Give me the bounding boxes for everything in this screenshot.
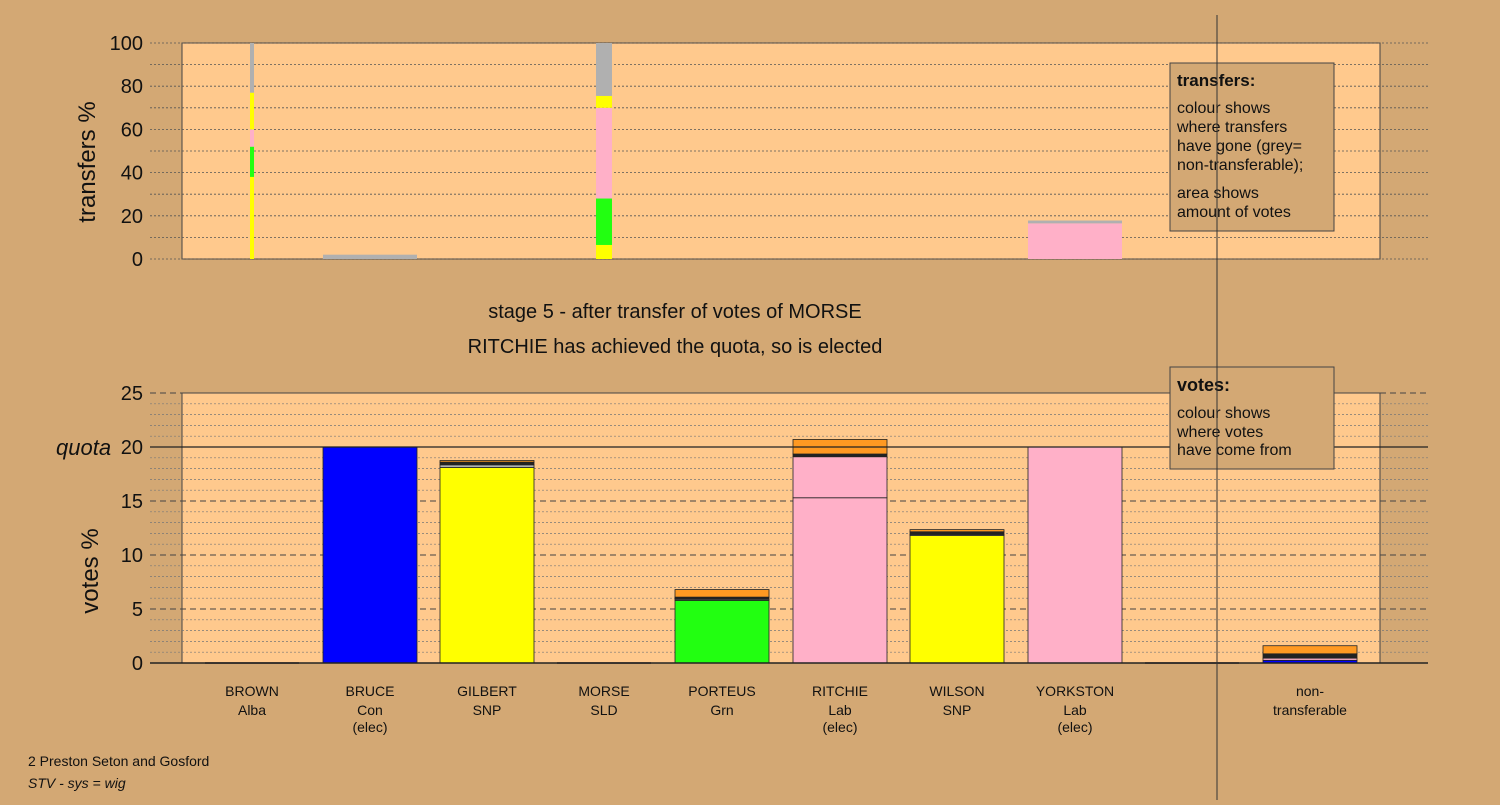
transfers-y-tick-label: 60 xyxy=(121,119,143,141)
votes-bar-segment xyxy=(322,446,418,664)
candidate-name-label: MORSE xyxy=(578,683,629,699)
candidate-name-label: GILBERT xyxy=(457,683,517,699)
votes-bar-segment xyxy=(674,599,770,664)
votes-bar-segment xyxy=(792,453,888,458)
quota-label: quota xyxy=(56,435,111,460)
transfers-bar-segment xyxy=(596,244,612,259)
transfers-bar-segment xyxy=(1028,223,1122,259)
stage-title-line1: stage 5 - after transfer of votes of MOR… xyxy=(488,301,862,323)
candidate-name-label: BROWN xyxy=(225,683,279,699)
transfers-bar-segment xyxy=(596,198,612,245)
votes-y-tick-label: 10 xyxy=(121,545,143,567)
transfers-bar-segment xyxy=(596,43,612,96)
votes-bar-segment xyxy=(909,531,1005,535)
votes-bar-segment xyxy=(909,529,1005,533)
votes-legend-title: votes: xyxy=(1177,375,1230,395)
transfers-bar-segment xyxy=(596,95,612,108)
transfers-y-axis-label: transfers % xyxy=(74,101,101,222)
candidate-party-label: SNP xyxy=(473,702,502,718)
candidate-party-label: Lab xyxy=(828,702,852,718)
transfers-legend-line: colour shows xyxy=(1177,100,1270,117)
candidate-elected-label: (elec) xyxy=(1057,719,1092,735)
votes-bar-segment xyxy=(1027,446,1123,664)
candidate-elected-label: (elec) xyxy=(822,719,857,735)
transfers-bar-segment xyxy=(250,92,254,130)
votes-legend-line: have come from xyxy=(1177,442,1292,459)
nontransferable-label-line2: transferable xyxy=(1273,702,1347,718)
votes-bar-segment xyxy=(909,535,1005,664)
votes-y-tick-label: 25 xyxy=(121,383,143,405)
transfers-y-tick-label: 0 xyxy=(132,249,143,271)
votes-bar-segment xyxy=(439,467,535,664)
footer-constituency: 2 Preston Seton and Gosford xyxy=(28,753,209,769)
transfers-bar-segment xyxy=(250,176,254,259)
candidate-party-label: Con xyxy=(357,702,383,718)
votes-bar-segment xyxy=(439,461,535,466)
votes-legend-line: colour shows xyxy=(1177,405,1270,422)
stage-title-line2: RITCHIE has achieved the quota, so is el… xyxy=(468,336,883,358)
votes-bar-segment xyxy=(674,589,770,598)
transfers-bar-segment xyxy=(250,43,254,93)
transfers-legend-line: area shows xyxy=(1177,185,1259,202)
votes-y-tick-label: 0 xyxy=(132,653,143,675)
votes-bar-segment xyxy=(792,456,888,499)
transfers-legend-line: where transfers xyxy=(1176,119,1287,136)
votes-y-tick-label: 20 xyxy=(121,437,143,459)
transfers-legend-line: non-transferable); xyxy=(1177,157,1303,174)
candidate-elected-label: (elec) xyxy=(352,719,387,735)
transfers-legend-box xyxy=(1169,62,1335,232)
transfers-bar-segment xyxy=(323,254,417,259)
transfers-y-tick-label: 40 xyxy=(121,163,143,185)
transfers-y-tick-label: 20 xyxy=(121,206,143,228)
nontransferable-label-line1: non- xyxy=(1296,683,1324,699)
footer-system: STV - sys = wig xyxy=(28,775,126,791)
candidate-party-label: SLD xyxy=(590,702,617,718)
transfers-bar-segment xyxy=(250,146,254,177)
votes-y-tick-label: 5 xyxy=(132,599,143,621)
votes-y-axis-label: votes % xyxy=(77,528,104,613)
candidate-name-label: PORTEUS xyxy=(688,683,755,699)
transfers-bar-segment xyxy=(250,129,254,147)
candidate-name-label: YORKSTON xyxy=(1036,683,1114,699)
candidate-name-label: WILSON xyxy=(929,683,984,699)
candidate-party-label: SNP xyxy=(943,702,972,718)
candidate-party-label: Grn xyxy=(710,702,733,718)
votes-legend-line: where votes xyxy=(1176,424,1263,441)
votes-bar-segment xyxy=(792,497,888,664)
transfers-legend-line: amount of votes xyxy=(1177,204,1291,221)
votes-bar-segment xyxy=(439,464,535,468)
votes-y-tick-label: 15 xyxy=(121,491,143,513)
candidate-party-label: Alba xyxy=(238,702,266,718)
transfers-y-tick-label: 100 xyxy=(110,33,143,55)
candidate-name-label: BRUCE xyxy=(345,683,394,699)
transfers-chart: 0 20 40 60 80 100 transfers % transfers: colour … xyxy=(74,33,1428,271)
votes-bar-segment xyxy=(1262,645,1358,655)
transfers-legend-title: transfers: xyxy=(1177,71,1255,90)
candidate-name-label: RITCHIE xyxy=(812,683,868,699)
votes-bar-segment xyxy=(1262,653,1358,659)
votes-legend-box xyxy=(1169,366,1335,470)
transfers-y-tick-label: 80 xyxy=(121,76,143,98)
transfers-legend-line: have gone (grey= xyxy=(1177,138,1302,155)
candidate-party-label: Lab xyxy=(1063,702,1087,718)
votes-bar-segment xyxy=(439,460,535,463)
transfers-bar-segment xyxy=(1028,220,1122,224)
transfers-bar-segment xyxy=(596,107,612,199)
